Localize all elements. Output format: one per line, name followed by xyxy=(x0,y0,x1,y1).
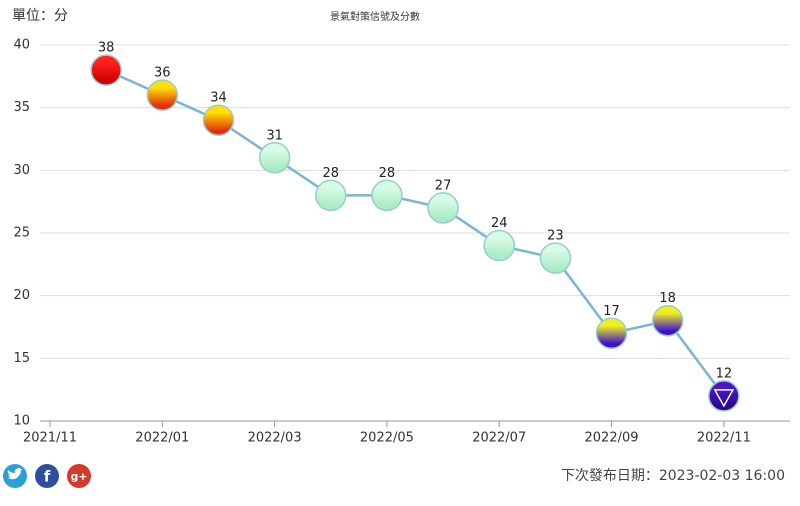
signal-point xyxy=(90,54,122,86)
signal-point xyxy=(595,317,628,350)
share-twitter[interactable] xyxy=(3,464,27,488)
unit-label: 單位：分 xyxy=(12,8,68,24)
signal-point xyxy=(539,242,572,274)
data-label: 17 xyxy=(603,304,620,319)
facebook-icon[interactable] xyxy=(35,464,59,488)
x-tick-label: 2022/05 xyxy=(360,431,414,446)
signal-point xyxy=(483,229,515,262)
twitter-bird xyxy=(7,468,23,480)
data-label: 36 xyxy=(154,66,171,81)
y-tick-label: 40 xyxy=(13,38,30,53)
google-icon[interactable] xyxy=(67,464,91,488)
x-tick-label: 2022/09 xyxy=(585,431,639,446)
signal-symbol xyxy=(713,389,735,408)
signal-point xyxy=(371,179,403,212)
y-tick-label: 10 xyxy=(13,414,30,429)
x-tick-label: 2022/01 xyxy=(135,431,189,446)
data-label: 38 xyxy=(98,41,115,56)
signal-point xyxy=(202,104,235,136)
x-tick-label: 2022/11 xyxy=(697,431,751,446)
data-label: 24 xyxy=(491,216,508,231)
data-label: 28 xyxy=(379,166,396,181)
data-label: 23 xyxy=(547,229,564,244)
data-label: 12 xyxy=(716,366,733,381)
y-tick-label: 35 xyxy=(13,100,30,115)
share-google[interactable]: g+ xyxy=(67,464,91,488)
x-tick-label: 2021/11 xyxy=(23,431,77,446)
next-release: 下次發布日期：2023-02-03 16:00 xyxy=(561,468,785,484)
data-label: 28 xyxy=(322,166,339,181)
x-tick-label: 2022/03 xyxy=(248,431,302,446)
signal-point xyxy=(708,380,740,412)
data-label: 27 xyxy=(435,178,452,193)
x-tick-label: 2022/07 xyxy=(472,431,526,446)
y-tick-label: 25 xyxy=(13,226,30,241)
signal-point xyxy=(315,179,347,212)
signal-point xyxy=(258,142,291,174)
signal-point xyxy=(651,304,684,337)
chart-title: 景氣對策信號及分數 xyxy=(330,10,420,23)
data-label: 18 xyxy=(659,291,676,306)
google-label: g+ xyxy=(70,470,87,483)
data-label: 34 xyxy=(210,91,227,106)
data-label: 31 xyxy=(266,128,283,143)
signal-point xyxy=(427,192,459,224)
facebook-label: f xyxy=(44,468,51,486)
signal-point xyxy=(146,79,179,111)
share-facebook[interactable]: f xyxy=(35,464,59,488)
y-tick-label: 30 xyxy=(13,163,30,178)
y-tick-label: 20 xyxy=(13,288,30,303)
y-tick-label: 15 xyxy=(13,351,30,366)
